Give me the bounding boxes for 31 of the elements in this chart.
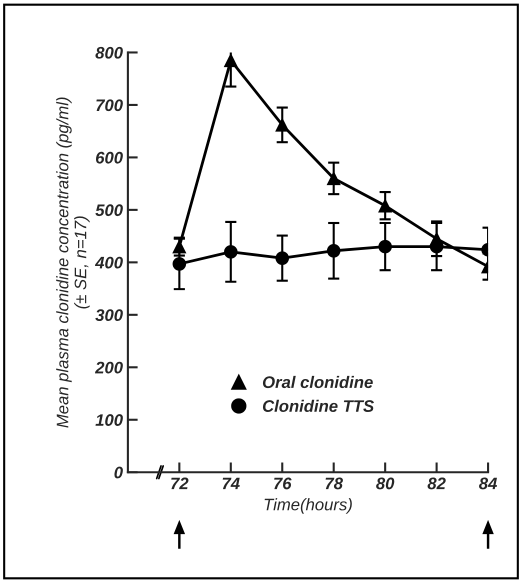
point <box>275 118 290 132</box>
x-tick-label: 76 <box>274 478 292 490</box>
y-tick-label: 700 <box>96 99 123 112</box>
x-tick-label: 80 <box>376 478 394 490</box>
y-tick-label: 800 <box>95 46 123 59</box>
x-tick-label: 72 <box>171 478 188 490</box>
legend-label: Clonidine TTS <box>262 400 374 412</box>
point <box>378 240 392 254</box>
point <box>172 257 186 271</box>
y-tick-label: 200 <box>94 362 123 374</box>
point <box>378 198 392 212</box>
legend-label: Oral clonidine <box>262 376 373 388</box>
y-tick-label: 600 <box>96 152 123 164</box>
point <box>172 240 186 254</box>
y-tick-label: 300 <box>95 309 123 322</box>
point <box>326 244 340 258</box>
x-tick-label: 82 <box>428 478 446 490</box>
point <box>224 245 238 259</box>
y-tick-label: 0 <box>114 466 123 478</box>
x-axis-title: Time(hours) <box>264 498 352 514</box>
point <box>430 232 444 246</box>
x-tick-label: 74 <box>222 478 240 490</box>
y-axis-title: Mean plasma clonidine concentration (pg/ml) (± SE, n=17) <box>56 98 90 428</box>
point <box>275 251 290 265</box>
y-tick-label: 500 <box>95 204 123 216</box>
y-tick-label: 400 <box>94 256 123 269</box>
point <box>224 54 238 68</box>
point <box>326 172 340 186</box>
x-tick-label: 78 <box>326 478 343 490</box>
x-tick-label: 84 <box>479 478 498 490</box>
y-tick-label: 100 <box>95 414 123 426</box>
